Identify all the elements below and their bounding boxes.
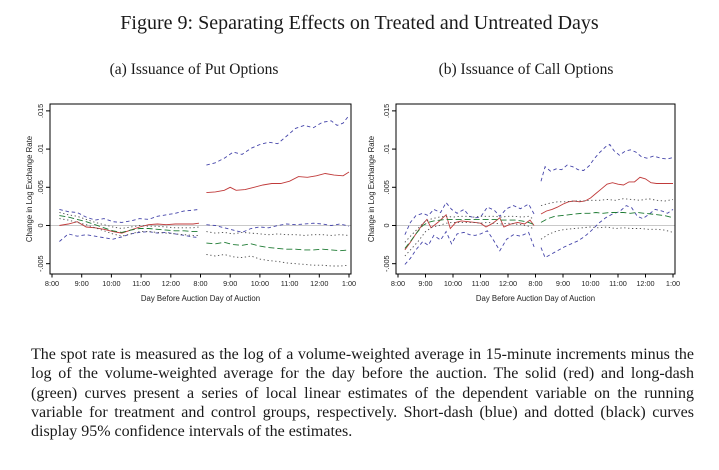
series-ci-upper-treatment-after [540, 143, 674, 182]
x-tick-label: 12:00 [162, 279, 180, 288]
x-tick-label: 12:00 [310, 279, 328, 288]
series-treatment-estimate-after [206, 171, 350, 194]
x-tick-label: 12:00 [499, 279, 517, 288]
x-axis-title: Day Before Auction Day of Auction [476, 294, 595, 303]
y-axis-title: Change in Log Exchange Rate [367, 136, 376, 242]
x-tick-label: 10:00 [251, 279, 269, 288]
x-tick-label: 11:00 [132, 279, 150, 288]
series-ci-lower-treatment-after [206, 222, 350, 233]
x-tick-label: 8:00 [391, 279, 405, 288]
series-ci-lower-control-before [404, 221, 535, 257]
series-control-estimate-before [59, 215, 199, 233]
x-tick-label: 11:00 [472, 279, 490, 288]
series-ci-lower-treatment-before [59, 231, 200, 242]
y-tick-label: .015 [382, 104, 391, 118]
series-ci-upper-control-before [404, 215, 535, 243]
call-options-chart: 8:00 9:00 10:00 11:00 12:00 8:00 9:00 10:00 11:0… [367, 103, 680, 303]
series-ci-lower-treatment-after [540, 205, 674, 259]
series-ci-lower-treatment-before [404, 230, 535, 265]
series-ci-upper-control-after [206, 231, 350, 236]
series-ci-upper-treatment-before [59, 208, 200, 223]
y-tick-label: .01 [382, 144, 391, 154]
series-ci-lower-control-after [206, 254, 350, 267]
call-options-chart-panel: 8:00 9:00 10:00 11:00 12:00 8:00 9:00 10:00 11:0… [358, 96, 694, 310]
x-tick-label: 9:00 [556, 279, 570, 288]
put-options-chart-panel: 8:00 9:00 10:00 11:00 12:00 8:00 9:00 10:00 11:0… [25, 96, 362, 310]
series-ci-upper-treatment-before [404, 201, 535, 235]
x-tick-label: 9:00 [75, 279, 89, 288]
series-ci-upper-control-after [540, 198, 674, 207]
y-tick-label: 0 [36, 223, 45, 227]
x-tick-label: 10:00 [102, 279, 120, 288]
series-ci-upper-treatment-after [206, 115, 350, 166]
panel-b-title: (b) Issuance of Call Options [438, 61, 614, 78]
y-tick-label: .005 [36, 180, 45, 194]
x-tick-label: 8:00 [45, 279, 59, 288]
series-ci-lower-control-before [59, 218, 199, 237]
put-options-chart: 8:00 9:00 10:00 11:00 12:00 8:00 9:00 10:00 11:0… [25, 103, 356, 303]
x-tick-label: 9:00 [223, 279, 237, 288]
plot-border [395, 103, 676, 275]
plot-border [49, 103, 352, 275]
x-tick-label: 10:00 [581, 279, 599, 288]
panel-a-title: (a) Issuance of Put Options [109, 61, 279, 78]
x-tick-label: 8:00 [193, 279, 207, 288]
y-tick-label: .015 [36, 104, 45, 118]
y-tick-label: .005 [382, 180, 391, 194]
x-tick-label: 11:00 [281, 279, 299, 288]
series-control-estimate-before [404, 218, 535, 249]
series-control-estimate-after [206, 241, 350, 252]
x-tick-label: 12:00 [636, 279, 654, 288]
y-tick-label: -.005 [382, 255, 391, 272]
x-tick-label: 11:00 [609, 279, 627, 288]
y-tick-label: .01 [36, 144, 45, 154]
x-tick-label: 8:00 [528, 279, 542, 288]
series-ci-lower-control-after [540, 226, 674, 240]
x-tick-label: 10:00 [444, 279, 462, 288]
figure-caption: The spot rate is measured as the log of … [31, 346, 694, 441]
series-ci-upper-control-before [59, 212, 200, 229]
y-tick-label: -.005 [36, 255, 45, 272]
y-tick-label: 0 [382, 223, 391, 227]
x-axis-title: Day Before Auction Day of Auction [141, 294, 260, 303]
x-tick-label: 1:00 [342, 279, 356, 288]
x-tick-label: 9:00 [418, 279, 432, 288]
series-treatment-estimate-after [540, 176, 673, 215]
x-tick-label: 1:00 [666, 279, 680, 288]
series-control-estimate-after [540, 212, 674, 223]
figure-title: Figure 9: Separating Effects on Treated … [120, 12, 599, 34]
y-axis-title: Change in Log Exchange Rate [26, 136, 34, 242]
